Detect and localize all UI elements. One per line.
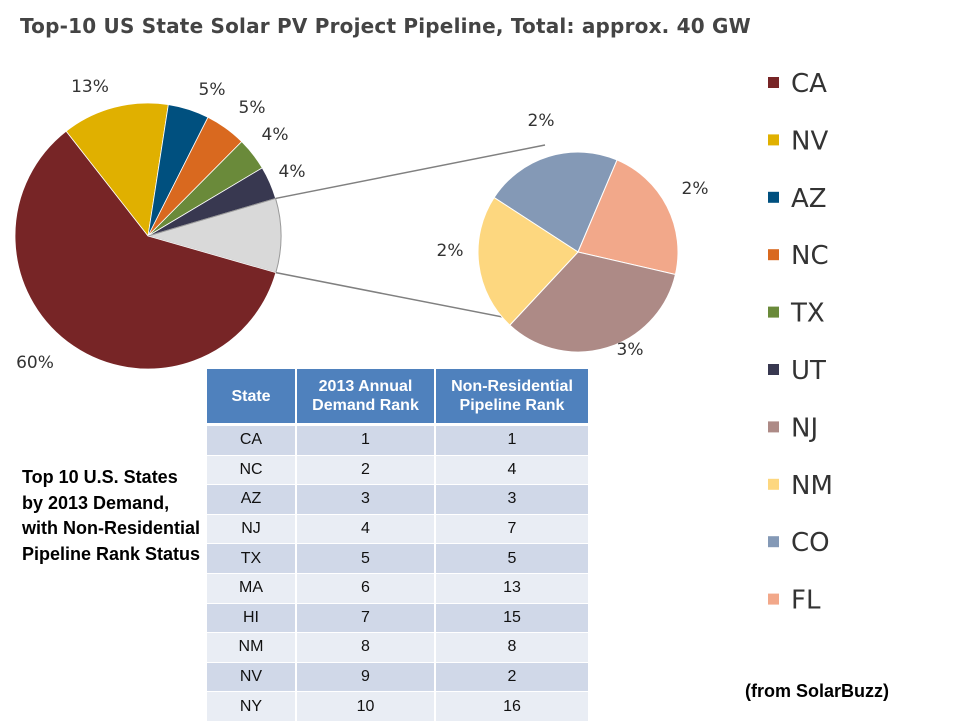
table-cell: 4 (296, 514, 436, 545)
pie-slice-nv (65, 102, 169, 237)
data-label-co: 2% (528, 111, 555, 131)
table-cell: 5 (296, 543, 436, 574)
table-cell: 7 (435, 514, 590, 545)
connector-line-top (275, 144, 546, 200)
sub-pie-slice-nj (509, 251, 677, 353)
legend-label-nc: NC (791, 241, 829, 271)
legend-swatch-nc (768, 249, 779, 261)
column-header: State (207, 369, 297, 426)
legend-swatch-nj (768, 421, 779, 433)
chart-title: Top-10 US State Solar PV Project Pipelin… (20, 14, 751, 38)
connector-line-bottom (275, 271, 529, 323)
table-cell: NC (207, 455, 297, 486)
column-header: 2013 Annual Demand Rank (296, 369, 436, 426)
column-header-text: State (231, 387, 271, 405)
column-header-text: Non-Residential (451, 378, 573, 395)
data-label-az: 5% (199, 80, 226, 100)
column-header-text: 2013 Annual (318, 378, 413, 395)
table-row: NV 9 2 (207, 662, 590, 693)
sub-pie-slice-nm (477, 196, 579, 326)
table-cell: CA (207, 424, 297, 456)
table-cell: AZ (207, 484, 297, 515)
table-cell: 1 (296, 424, 436, 456)
rank-table: State 2013 Annual Demand Rank Non-Residenti… (207, 369, 590, 722)
table-cell: 16 (435, 691, 590, 722)
data-label-nc: 5% (239, 98, 266, 118)
legend-label-tx: TX (790, 299, 825, 329)
sub-pie-slice-fl (577, 159, 679, 276)
table-cell: NM (207, 632, 297, 663)
table-row: MA 6 13 (207, 573, 590, 604)
legend-swatch-ut (768, 364, 779, 375)
column-header-text: Demand Rank (312, 397, 419, 414)
table-row: NM 8 8 (207, 632, 590, 663)
table-cell: 9 (296, 662, 436, 693)
table-cell: MA (207, 573, 297, 604)
table-row: NJ 4 7 (207, 514, 590, 545)
data-label-nm: 2% (437, 241, 464, 261)
table-cell: 4 (435, 455, 590, 486)
table-cell: 8 (435, 632, 590, 663)
legend-swatch-az (768, 191, 779, 203)
legend-label-nv: NV (791, 126, 828, 156)
table-row: AZ 3 3 (207, 484, 590, 515)
data-label-fl: 2% (682, 179, 709, 199)
legend-label-fl: FL (791, 586, 821, 616)
data-label-tx: 4% (262, 125, 289, 145)
table-cell: HI (207, 603, 297, 634)
legend-label-az: AZ (791, 184, 827, 214)
legend-swatch-fl (768, 593, 779, 605)
table-cell: NY (207, 691, 297, 722)
table-header-row: State 2013 Annual Demand Rank Non-Residenti… (207, 369, 590, 426)
table-row: TX 5 5 (207, 543, 590, 574)
legend-swatch-ca (768, 77, 779, 88)
table-cell: NJ (207, 514, 297, 545)
legend-swatch-co (768, 536, 779, 548)
legend-label-nm: NM (791, 471, 833, 501)
sub-pie-slice-co (493, 151, 618, 253)
data-label-nv: 13% (71, 77, 109, 97)
table-cell: 3 (296, 484, 436, 515)
legend-label-ca: CA (791, 69, 827, 99)
table-cell: 15 (435, 603, 590, 634)
table-row: CA 1 1 (207, 424, 590, 456)
legend-label-ut: UT (791, 356, 826, 386)
table-cell: 1 (435, 424, 590, 456)
source-credit: (from SolarBuzz) (745, 681, 889, 701)
legend-label-co: CO (791, 528, 830, 558)
table-row: NC 2 4 (207, 455, 590, 486)
legend-swatch-nm (768, 478, 779, 490)
data-label-ut: 4% (279, 162, 306, 182)
table-cell: 6 (296, 573, 436, 604)
table-cell: 7 (296, 603, 436, 634)
table-row: HI 7 15 (207, 603, 590, 634)
legend-swatch-nv (768, 134, 779, 146)
table-cell: 3 (435, 484, 590, 515)
table-cell: 10 (296, 691, 436, 722)
column-header-text: Pipeline Rank (459, 397, 565, 414)
table-cell: 2 (296, 455, 436, 486)
table-cell: 8 (296, 632, 436, 663)
table-row: NY 10 16 (207, 691, 590, 722)
legend-label-nj: NJ (791, 413, 818, 443)
table-caption: Top 10 U.S. States by 2013 Demand, with … (22, 467, 201, 564)
data-label-ca: 60% (16, 353, 54, 373)
pie-slice-ca (14, 130, 277, 370)
table-cell: 2 (435, 662, 590, 693)
table-cell: 5 (435, 543, 590, 574)
legend-swatch-tx (768, 306, 779, 318)
table-cell: NV (207, 662, 297, 693)
data-label-nj: 3% (617, 340, 644, 360)
column-header: Non-Residential Pipeline Rank (435, 369, 590, 426)
table-cell: TX (207, 543, 297, 574)
table-cell: 13 (435, 573, 590, 604)
